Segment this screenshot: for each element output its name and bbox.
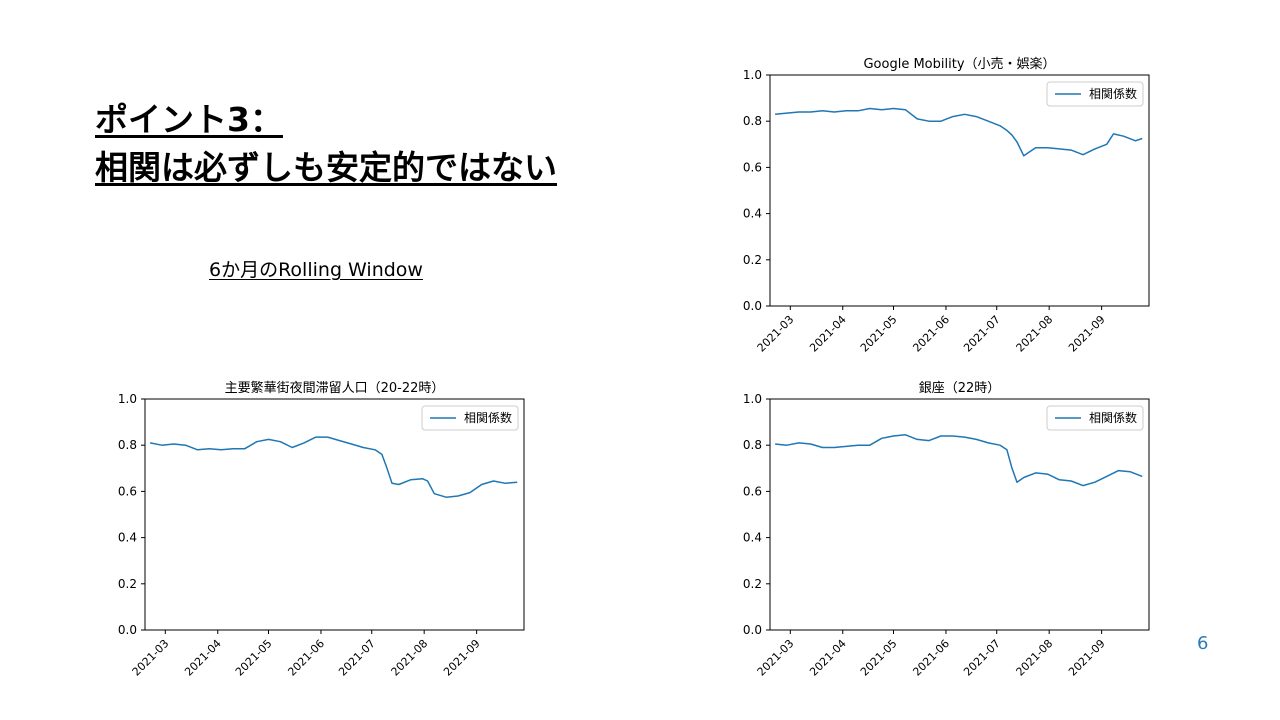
x-tick-label: 2021-09 (1066, 637, 1108, 679)
x-tick-label: 2021-03 (130, 637, 172, 679)
slide-title-line-1: ポイント3： (95, 100, 283, 139)
y-tick-label: 0.4 (118, 531, 137, 545)
y-tick-label: 1.0 (743, 68, 762, 82)
y-tick-label: 0.8 (743, 438, 762, 452)
x-tick-label: 2021-06 (910, 313, 952, 355)
legend-box (1046, 81, 1144, 107)
y-tick-label: 0.0 (743, 299, 762, 313)
y-tick-label: 0.2 (118, 577, 137, 591)
chart-nightlife-population: 主要繁華街夜間滞留人口（20-22時） 0.0 0.2 0.4 0.6 0.8 1.0 202… (118, 380, 525, 679)
y-tick-label: 0.2 (743, 577, 762, 591)
x-tick-label: 2021-04 (807, 313, 849, 355)
legend-label: 相関係数 (464, 410, 512, 425)
x-tick-label: 2021-06 (285, 637, 327, 679)
y-tick-label: 0.8 (118, 438, 137, 452)
y-tick-label: 0.8 (743, 114, 762, 128)
y-tick-label: 0.2 (743, 253, 762, 267)
x-tick-label: 2021-03 (755, 637, 797, 679)
x-tick-label: 2021-03 (755, 313, 797, 355)
rolling-window-caption: 6か月のRolling Window (209, 259, 423, 281)
legend-label: 相関係数 (1089, 86, 1137, 101)
page-number: 6 (1197, 633, 1209, 654)
x-tick-label: 2021-04 (182, 637, 224, 679)
y-tick-label: 0.4 (743, 531, 762, 545)
x-tick-label: 2021-08 (389, 637, 431, 679)
series-line (775, 434, 1143, 487)
series-line (775, 107, 1143, 157)
x-tick-label: 2021-05 (858, 313, 900, 355)
legend-label: 相関係数 (1089, 410, 1137, 425)
y-tick-label: 0.4 (743, 207, 762, 221)
x-tick-label: 2021-04 (807, 637, 849, 679)
x-tick-label: 2021-08 (1014, 637, 1056, 679)
x-tick-label: 2021-09 (441, 637, 483, 679)
legend-box (1046, 405, 1144, 431)
slide-title: ポイント3： 相関は必ずしも安定的ではない (95, 96, 557, 192)
x-tick-label: 2021-08 (1014, 313, 1056, 355)
plot-frame (769, 74, 1150, 307)
plot-frame (144, 398, 525, 631)
y-tick-label: 0.0 (743, 623, 762, 637)
slide-title-line-2: 相関は必ずしも安定的ではない (95, 148, 557, 187)
y-tick-label: 1.0 (743, 392, 762, 406)
x-tick-label: 2021-07 (336, 637, 378, 679)
plot-frame (769, 398, 1150, 631)
y-tick-label: 0.6 (743, 484, 762, 498)
y-tick-label: 0.6 (118, 484, 137, 498)
chart-title: 主要繁華街夜間滞留人口（20-22時） (225, 380, 445, 396)
y-tick-label: 1.0 (118, 392, 137, 406)
chart-title: 銀座（22時） (919, 381, 1001, 396)
x-tick-label: 2021-09 (1066, 313, 1108, 355)
x-tick-label: 2021-07 (961, 637, 1003, 679)
x-tick-label: 2021-05 (858, 637, 900, 679)
chart-google-mobility: Google Mobility（小売・娯楽） 0.0 0.2 0.4 0.6 0.8 1.0… (743, 56, 1150, 355)
legend-box (421, 405, 519, 431)
x-tick-label: 2021-07 (961, 313, 1003, 355)
x-tick-label: 2021-05 (233, 637, 275, 679)
y-tick-label: 0.0 (118, 623, 137, 637)
series-line (149, 436, 518, 498)
chart-title: Google Mobility（小売・娯楽） (863, 56, 1055, 72)
y-tick-label: 0.6 (743, 160, 762, 174)
x-tick-label: 2021-06 (910, 637, 952, 679)
